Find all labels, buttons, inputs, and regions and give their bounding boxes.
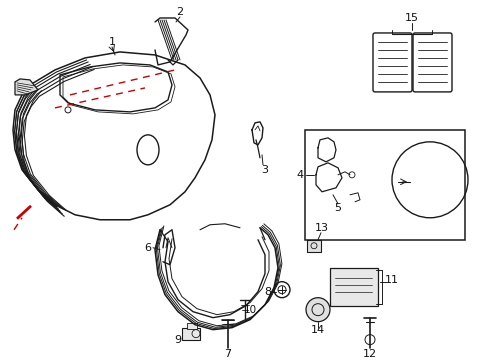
Text: 5: 5 (334, 203, 341, 213)
Bar (182, 328, 200, 339)
Text: 1: 1 (108, 37, 115, 47)
Text: 13: 13 (314, 223, 328, 233)
Text: 10: 10 (243, 305, 256, 315)
Bar (306, 240, 320, 252)
FancyBboxPatch shape (329, 268, 377, 306)
Text: 8: 8 (264, 287, 271, 297)
Text: 3: 3 (261, 165, 268, 175)
Text: 2: 2 (176, 7, 183, 17)
Polygon shape (15, 79, 38, 95)
Text: 12: 12 (362, 348, 376, 359)
Text: 4: 4 (296, 170, 303, 180)
Text: 14: 14 (310, 325, 325, 335)
Bar (305, 130, 464, 240)
Text: 9: 9 (174, 335, 181, 345)
Bar (186, 323, 197, 329)
Circle shape (305, 298, 329, 322)
Text: 6: 6 (144, 243, 151, 253)
Text: 15: 15 (404, 13, 418, 23)
Text: 11: 11 (384, 275, 398, 285)
Text: 7: 7 (224, 348, 231, 359)
